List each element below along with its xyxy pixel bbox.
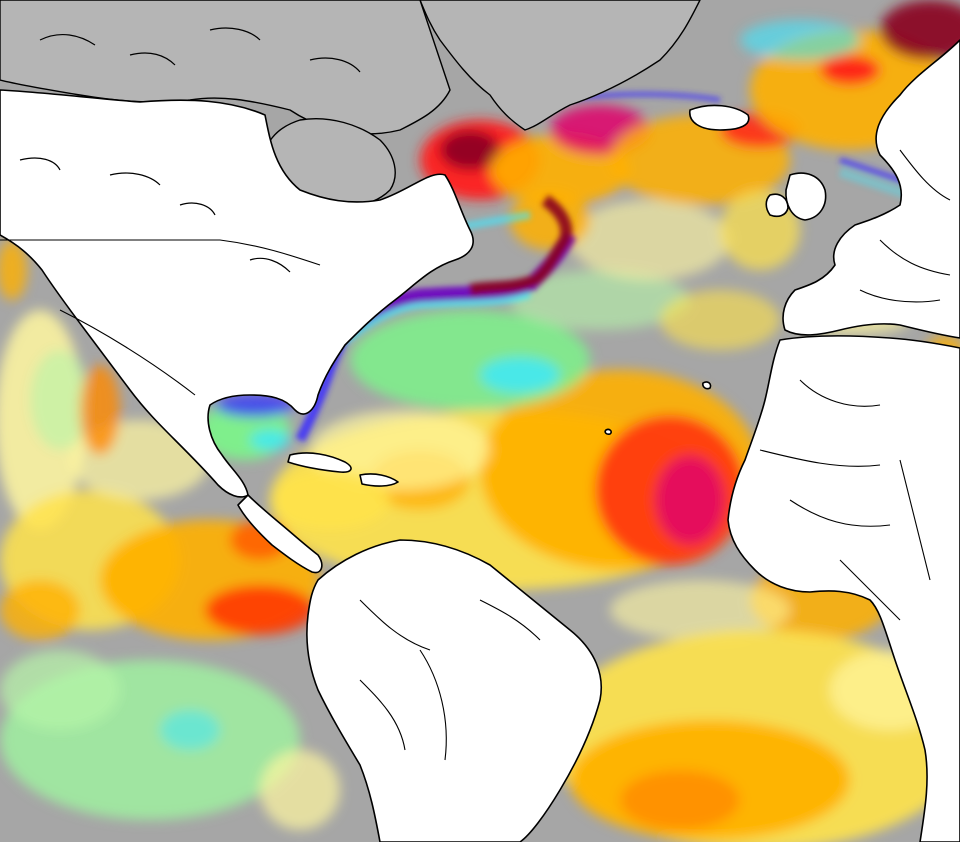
anomaly-patch — [510, 270, 690, 330]
sa-border — [359, 679, 406, 751]
cuba — [287, 452, 352, 473]
coast-fragment — [179, 202, 216, 216]
coast-fragment — [209, 27, 261, 41]
sa-border — [419, 649, 447, 761]
anomaly-streak — [468, 195, 573, 296]
africa-border — [839, 559, 901, 621]
anomaly-patch — [655, 455, 725, 545]
coast-fragment — [249, 257, 291, 273]
anomaly-patch — [0, 580, 80, 640]
central-america — [237, 494, 323, 574]
coast-fragment — [129, 52, 176, 66]
island — [604, 428, 612, 435]
europe-border — [859, 289, 941, 303]
british-isles — [785, 172, 827, 221]
anomaly-patch — [160, 710, 220, 750]
anomaly-patch — [440, 130, 500, 170]
coast-fragment — [109, 172, 161, 186]
greenland — [419, 0, 701, 131]
anomaly-patch — [620, 770, 740, 830]
anomaly-patch — [0, 240, 27, 300]
anomaly-patch — [660, 290, 780, 350]
us-canada-border — [0, 239, 321, 266]
europe-border — [879, 239, 951, 276]
ireland — [765, 193, 789, 218]
arctic-ice-regions — [0, 0, 701, 208]
anomaly-patch — [80, 365, 120, 455]
anomaly-patch — [30, 350, 90, 450]
south-america — [306, 539, 602, 842]
anomaly-patch — [610, 580, 790, 640]
us-mexico-border — [59, 309, 196, 396]
island — [702, 381, 712, 390]
africa-border — [789, 499, 891, 527]
africa-border — [899, 459, 931, 581]
anomaly-patch — [820, 55, 880, 85]
europe — [782, 39, 960, 339]
anomaly-patch — [880, 0, 960, 60]
africa-border — [799, 379, 881, 407]
sa-border — [359, 599, 431, 651]
iceland — [689, 104, 750, 131]
landmasses — [0, 39, 960, 842]
anomaly-patch — [270, 470, 390, 530]
arctic-coast-fragments — [19, 27, 361, 273]
africa-border — [759, 449, 881, 467]
anomaly-patch — [480, 357, 560, 393]
political-borders — [0, 149, 951, 761]
anomaly-patch — [0, 650, 120, 730]
coast-fragment — [39, 33, 96, 46]
anomaly-patch — [250, 430, 290, 450]
anomaly-patch — [570, 200, 730, 280]
anomaly-patch — [260, 750, 340, 830]
hispaniola — [359, 473, 399, 487]
africa — [727, 335, 960, 842]
canadian-arctic-archipelago — [0, 0, 451, 135]
coast-fragment — [309, 57, 361, 73]
coast-fragment — [19, 157, 61, 171]
sa-border — [479, 599, 541, 641]
anomaly-patch — [310, 410, 490, 490]
europe-border — [899, 149, 951, 201]
anomaly-patch — [740, 20, 860, 60]
north-america — [0, 89, 474, 498]
anomaly-patch — [215, 393, 295, 417]
anomaly-patch — [205, 585, 315, 635]
